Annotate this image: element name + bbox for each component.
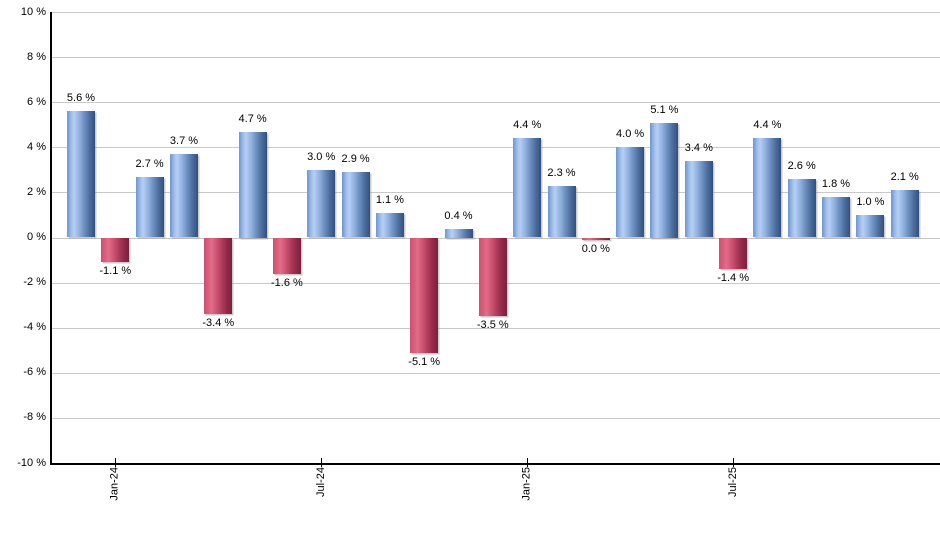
y-gridline (50, 12, 940, 13)
bar-Oct-25 (822, 196, 850, 238)
y-gridline (50, 192, 940, 194)
y-axis-tick-label: -10 % (17, 456, 46, 469)
bar-Jul-25 (719, 237, 748, 270)
bar-May-25 (650, 122, 679, 238)
x-axis-line (50, 463, 940, 465)
bar-value-label: 1.1 % (375, 193, 404, 206)
y-axis-tick-label: 8 % (27, 50, 46, 63)
bar-Dec-25 (890, 190, 919, 238)
y-axis-line (50, 12, 52, 463)
bar-Nov-25 (856, 214, 885, 238)
bar-value-label: 1.0 % (856, 195, 885, 208)
y-gridline (50, 147, 940, 149)
bar-Oct-24 (410, 237, 439, 353)
bar-value-label: 2.6 % (787, 159, 816, 172)
bar-Dec-24 (478, 237, 507, 317)
y-axis-tick-label: -8 % (23, 411, 46, 424)
y-axis-tick-label: 0 % (27, 231, 46, 243)
y-axis-tick-label: -2 % (23, 276, 46, 289)
bar-Nov-24 (444, 228, 473, 238)
bar-value-label: 3.7 % (169, 135, 199, 148)
y-axis-tick-label: -4 % (23, 321, 46, 334)
bar-value-label: 3.4 % (684, 141, 713, 154)
x-axis-tick (320, 458, 322, 467)
bar-Aug-24 (341, 172, 370, 238)
y-gridline (50, 372, 940, 374)
bar-value-label: 0.4 % (444, 209, 473, 222)
x-axis-tick-label: Jul-25 (726, 467, 739, 497)
bar-Mar-24 (170, 154, 198, 238)
y-axis-tick-label: 4 % (27, 140, 46, 153)
bar-value-label: -1.6 % (270, 276, 303, 289)
y-axis-tick-label: 6 % (27, 95, 46, 108)
bar-value-label: 2.1 % (890, 171, 919, 184)
bar-value-label: 0.0 % (581, 242, 610, 255)
bar-value-label: 4.4 % (513, 119, 542, 132)
y-axis-tick-label: 10 % (20, 5, 46, 18)
x-axis-tick (114, 458, 116, 467)
x-axis-tick (732, 458, 734, 467)
bar-Jul-24 (307, 169, 336, 238)
y-gridline (50, 102, 940, 104)
bar-value-label: 4.4 % (753, 119, 782, 132)
bar-Mar-25 (581, 237, 610, 240)
bar-Jun-24 (272, 237, 301, 274)
bar-Aug-25 (753, 138, 782, 238)
bar-Dec-23 (67, 111, 95, 238)
x-axis-tick-label: Jan-25 (520, 467, 533, 501)
bar-Feb-25 (547, 185, 576, 238)
bar-value-label: 2.9 % (341, 153, 370, 166)
bar-value-label: -1.4 % (717, 272, 749, 285)
y-gridline (50, 57, 940, 59)
bar-value-label: -5.1 % (408, 355, 441, 368)
y-gridline (50, 327, 940, 329)
bar-value-label: -3.5 % (476, 319, 509, 332)
bar-Sep-24 (375, 212, 404, 238)
bar-value-label: 1.8 % (821, 177, 851, 190)
x-axis-tick (526, 458, 528, 467)
bar-value-label: 4.7 % (238, 112, 267, 125)
bar-Jan-25 (513, 138, 542, 238)
bar-Jan-24 (101, 237, 130, 263)
bar-Apr-24 (204, 237, 233, 315)
y-axis-tick-label: 2 % (27, 185, 46, 198)
bar-value-label: 3.0 % (307, 150, 336, 163)
x-axis-tick-label: Jan-24 (108, 467, 121, 501)
bar-Apr-25 (616, 147, 645, 238)
bar-value-label: 2.7 % (135, 157, 164, 170)
bar-value-label: 4.0 % (616, 128, 645, 141)
y-gridline (50, 417, 940, 419)
bar-Feb-24 (135, 176, 164, 238)
bar-Jun-25 (684, 160, 713, 238)
bar-May-24 (238, 131, 267, 238)
bar-value-label: -1.1 % (99, 265, 132, 278)
bar-Sep-25 (787, 178, 816, 238)
y-axis-tick-label: -6 % (23, 366, 46, 379)
bar-value-label: -3.4 % (202, 317, 235, 330)
bar-value-label: 5.6 % (66, 92, 96, 105)
bar-value-label: 5.1 % (650, 103, 679, 116)
x-axis-tick-label: Jul-24 (314, 467, 327, 497)
bar-value-label: 2.3 % (547, 166, 576, 179)
